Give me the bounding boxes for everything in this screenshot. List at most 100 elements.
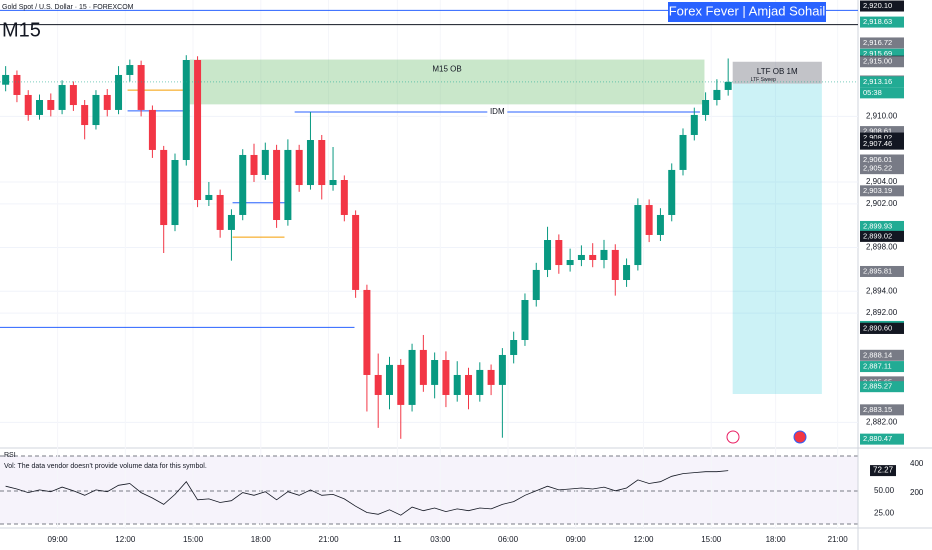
x-tick-label: 21:00 bbox=[828, 535, 849, 544]
y-tick-label: 2,898.00 bbox=[866, 243, 898, 252]
candle-body bbox=[148, 109, 156, 150]
candle-body bbox=[194, 60, 202, 201]
price-tag-label: 2,908.61 bbox=[863, 127, 892, 136]
y-tick-label: 2,882.00 bbox=[866, 418, 898, 427]
price-tag-label: 2,916.72 bbox=[863, 38, 892, 47]
candle-body bbox=[126, 65, 134, 75]
candle-body bbox=[306, 140, 314, 186]
candle-body bbox=[498, 354, 506, 385]
candle-body bbox=[69, 85, 77, 106]
event-icon[interactable] bbox=[726, 430, 740, 444]
candle-body bbox=[340, 180, 348, 215]
x-tick-label: 09:00 bbox=[48, 535, 69, 544]
timeframe: M15 bbox=[2, 19, 41, 41]
candle-body bbox=[724, 81, 732, 90]
price-tag bbox=[860, 381, 904, 393]
candle-body bbox=[487, 369, 495, 385]
candle-body bbox=[385, 364, 393, 395]
x-tick-label: 12:00 bbox=[633, 535, 654, 544]
candle-body bbox=[92, 94, 100, 126]
candle-body bbox=[261, 149, 269, 175]
price-tag-label: 2,903.19 bbox=[863, 186, 892, 195]
price-tag bbox=[860, 220, 904, 232]
x-tick-label: 12:00 bbox=[115, 535, 136, 544]
price-tag bbox=[860, 163, 904, 175]
candle-body bbox=[318, 140, 326, 186]
price-tag-label: 2,908.02 bbox=[863, 133, 892, 142]
price-tag-label: 2,895.81 bbox=[863, 266, 892, 275]
candle-body bbox=[250, 154, 258, 175]
y-tick-label: 2,910.00 bbox=[866, 112, 898, 121]
candle-body bbox=[2, 74, 10, 85]
price-tag-label: 2,907.46 bbox=[863, 139, 892, 148]
price-tag bbox=[860, 126, 904, 138]
candle-body bbox=[81, 105, 89, 126]
x-tick-label: 18:00 bbox=[766, 535, 787, 544]
candle-body bbox=[160, 149, 168, 226]
price-tag bbox=[860, 16, 904, 28]
candle-body bbox=[611, 249, 619, 281]
y-tick-label: 2,892.00 bbox=[866, 308, 898, 317]
price-tag bbox=[860, 154, 904, 166]
candle-body bbox=[352, 214, 360, 290]
watermark: Forex Fever | Amjad Sohail bbox=[669, 3, 826, 18]
price-tag-label: 2,880.47 bbox=[863, 434, 892, 443]
zone bbox=[732, 61, 822, 84]
candle-body bbox=[239, 154, 247, 215]
rsi-tick-label: 50.00 bbox=[874, 486, 895, 495]
candle-body bbox=[713, 89, 721, 101]
candle-body bbox=[205, 194, 213, 201]
candle-body bbox=[634, 205, 642, 266]
price-tag-label: 2,915.69 bbox=[863, 49, 892, 58]
candle-body bbox=[103, 94, 111, 110]
flag-icon[interactable] bbox=[793, 430, 807, 444]
rsi-title: RSI bbox=[4, 452, 16, 459]
price-tag bbox=[860, 404, 904, 416]
price-tag bbox=[860, 265, 904, 277]
zone bbox=[732, 83, 822, 394]
x-tick-label: 06:00 bbox=[498, 535, 519, 544]
candle-body bbox=[600, 249, 608, 261]
candle-body bbox=[36, 100, 44, 115]
x-tick-label: 21:00 bbox=[319, 535, 340, 544]
x-tick-label: 11 bbox=[393, 535, 402, 544]
candle-body bbox=[47, 100, 55, 110]
price-tag-label: 2,920.10 bbox=[863, 1, 892, 10]
price-tag-label: 2,905.22 bbox=[863, 164, 892, 173]
countdown: 05:38 bbox=[863, 88, 882, 97]
watermark-box bbox=[668, 2, 826, 22]
candle-body bbox=[532, 269, 540, 301]
zone-label: M15 OB bbox=[432, 65, 461, 74]
rsi-line bbox=[5, 470, 729, 516]
candle-body bbox=[521, 300, 529, 341]
price-tag-label: 2,913.16 bbox=[863, 77, 892, 86]
symbol: Gold Spot / U.S. Dollar · 15 · FOREXCOM bbox=[2, 4, 134, 11]
candle-body bbox=[182, 60, 190, 161]
price-tag bbox=[860, 132, 904, 144]
candle-body bbox=[13, 74, 21, 95]
candle-body bbox=[284, 149, 292, 221]
candle-body bbox=[24, 94, 32, 115]
candle-body bbox=[453, 374, 461, 395]
candle-body bbox=[295, 149, 303, 186]
price-tag-label: 2,918.63 bbox=[863, 17, 892, 26]
y-tick-label: 2,904.00 bbox=[866, 177, 898, 186]
level-label-bg bbox=[487, 107, 508, 118]
candle-body bbox=[419, 349, 427, 385]
candle-body bbox=[273, 149, 281, 221]
price-tag bbox=[860, 230, 904, 242]
price-tag-label: 2,888.14 bbox=[863, 350, 892, 359]
x-tick-label: 03:00 bbox=[430, 535, 451, 544]
rsi-band bbox=[0, 456, 858, 524]
price-tag-label: 2,885.27 bbox=[863, 382, 892, 391]
candle-body bbox=[623, 265, 631, 281]
price-tag bbox=[860, 322, 904, 334]
price-tag bbox=[860, 433, 904, 445]
candle-body bbox=[702, 100, 710, 115]
y-tick-label: 2,894.00 bbox=[866, 286, 898, 295]
price-tag-label: 2,899.93 bbox=[863, 221, 892, 230]
price-tag-label: 2,890.60 bbox=[863, 323, 892, 332]
